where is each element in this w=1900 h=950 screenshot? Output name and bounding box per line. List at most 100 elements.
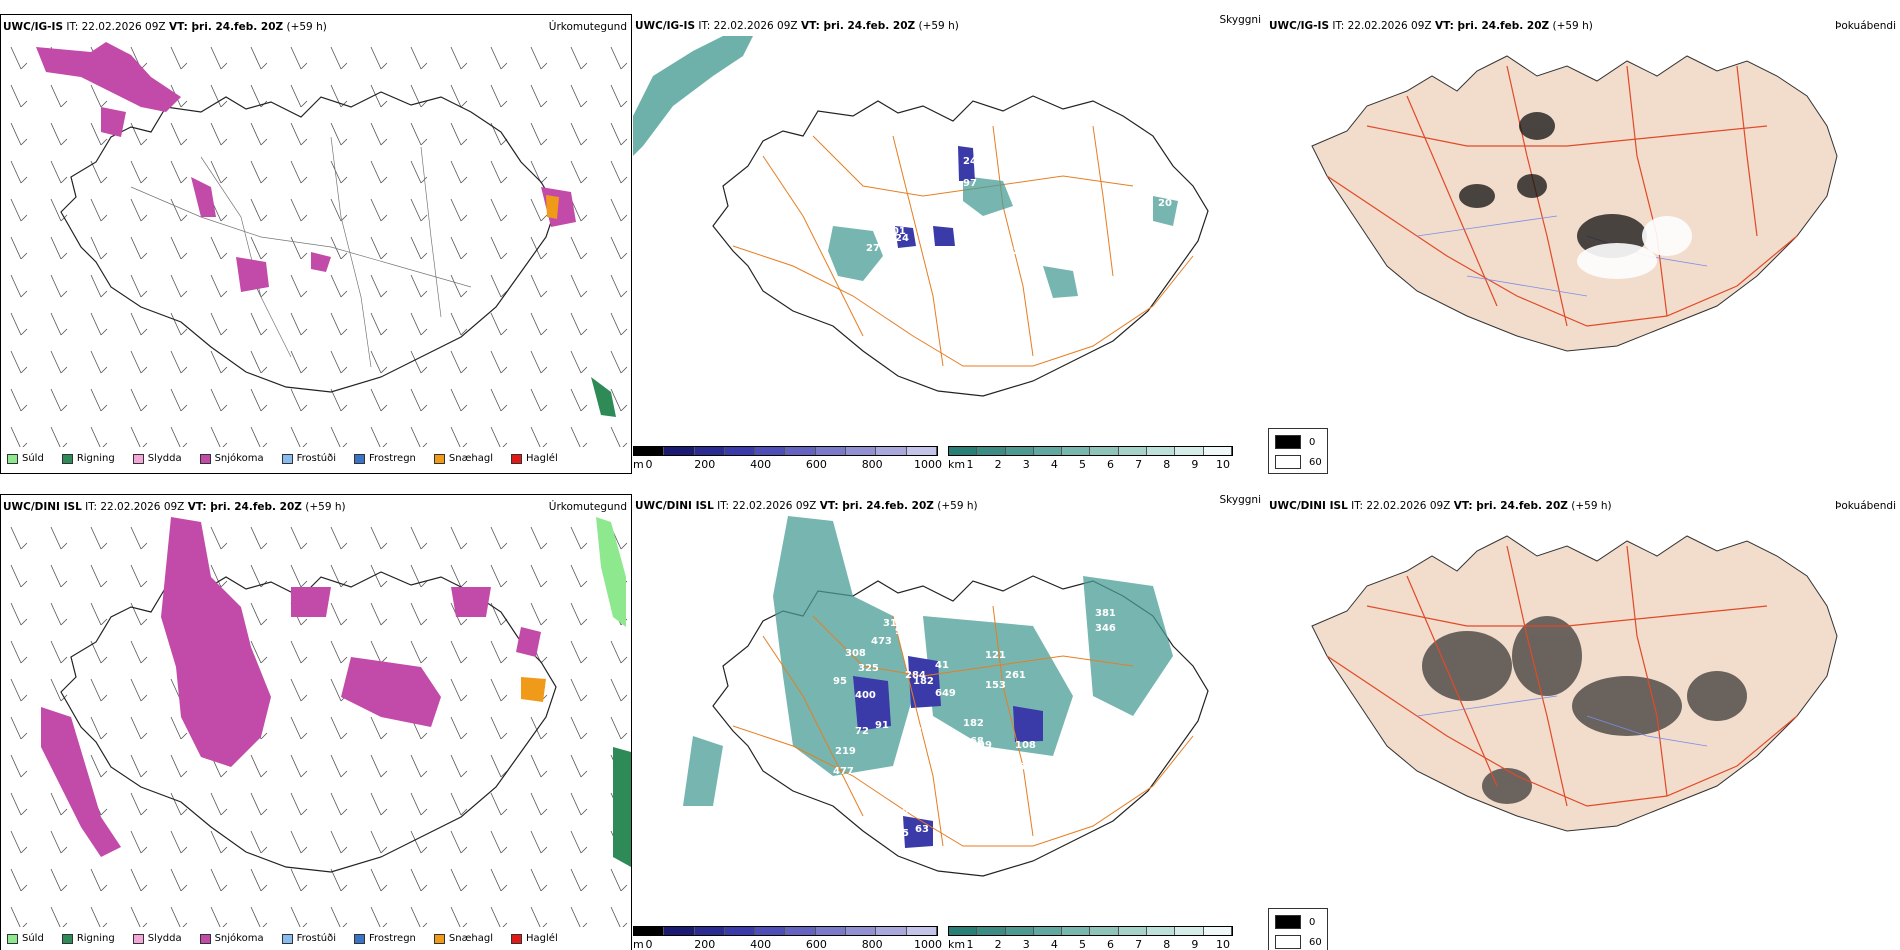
wind-barb xyxy=(290,526,308,550)
wind-barb xyxy=(370,46,388,70)
wind-barb xyxy=(450,388,468,412)
wind-barb xyxy=(490,312,508,336)
iceland-land xyxy=(1311,535,1838,832)
wind-barb xyxy=(170,46,188,70)
legend-label: Frostregn xyxy=(369,453,416,464)
wind-barb xyxy=(50,906,68,927)
cloud-base-label: 108 xyxy=(1015,740,1036,751)
wind-barb xyxy=(170,388,188,412)
wind-barb xyxy=(370,388,388,412)
colorbar-segment xyxy=(1118,927,1148,935)
panel-header: UWC/DINI ISL IT: 22.02.2026 09Z VT: þri.… xyxy=(635,494,1261,513)
iceland-land xyxy=(1311,55,1838,352)
wind-barb xyxy=(170,274,188,298)
wind-barb xyxy=(250,350,268,374)
wind-barb xyxy=(610,274,628,298)
colorbar-segment xyxy=(724,447,756,455)
cloud-base-label: 84 xyxy=(915,726,929,737)
fog-indicator-panel: UWC/DINI ISL IT: 22.02.2026 09Z VT: þri.… xyxy=(1267,494,1900,950)
colorbar-segment xyxy=(949,447,978,455)
legend-swatch xyxy=(7,934,18,944)
variable-name: Þokuábendi xyxy=(1835,500,1896,512)
wind-barb xyxy=(290,350,308,374)
legend-swatch xyxy=(511,934,523,944)
wind-barb xyxy=(90,602,108,626)
colorbar-segment xyxy=(1033,927,1063,935)
colorbar-tick-label: 3 xyxy=(1022,458,1030,471)
wind-barb xyxy=(570,274,588,298)
wind-barb xyxy=(90,122,108,146)
shadow-max-label: 60 xyxy=(1309,456,1322,468)
colorbar-segment xyxy=(694,447,725,455)
wind-barb xyxy=(530,426,548,447)
legend-swatch xyxy=(281,454,293,464)
low-cloud-base-areas xyxy=(895,146,975,248)
valid-time: VT: þri. 24.feb. 20Z xyxy=(1453,500,1568,512)
wind-barb xyxy=(50,602,68,626)
cloud-base-label: 97 xyxy=(963,178,977,189)
panel-header: UWC/IG-IS IT: 22.02.2026 09Z VT: þri. 24… xyxy=(3,20,627,34)
legend-label: Snæhagl xyxy=(448,453,494,464)
wind-barb xyxy=(410,122,428,146)
legend-swatch xyxy=(61,454,73,464)
wind-barb xyxy=(250,830,268,854)
rain-area xyxy=(613,747,631,867)
wind-barb xyxy=(450,274,468,298)
wind-barb xyxy=(50,426,68,447)
wind-barb xyxy=(410,160,428,184)
legend-item: Rigning xyxy=(61,931,125,947)
colorbar-tick-label: 10 xyxy=(1216,458,1230,471)
wind-barb xyxy=(410,564,428,588)
wind-barb xyxy=(290,754,308,778)
wind-barb xyxy=(90,274,108,298)
wind-barbs xyxy=(10,46,628,447)
colorbar-segment xyxy=(1203,927,1232,935)
road-network xyxy=(732,605,1194,847)
wind-barb xyxy=(290,274,308,298)
visibility-panel: UWC/IG-IS IT: 22.02.2026 09Z VT: þri. 24… xyxy=(633,14,1265,474)
legend-item: Haglél xyxy=(511,931,568,947)
wind-barb xyxy=(490,716,508,740)
wind-barb xyxy=(610,84,628,108)
wind-barb xyxy=(290,312,308,336)
wind-barb xyxy=(250,792,268,816)
wind-barb xyxy=(90,564,108,588)
legend-item: Haglél xyxy=(511,451,568,467)
visibility-colorbar: km 1 2 3 4 5 6 7 8 9 10 xyxy=(948,446,1233,472)
legend-swatch xyxy=(61,934,73,944)
wind-barb xyxy=(250,236,268,260)
wind-barb xyxy=(90,868,108,892)
colorbar-tick-label: 5 xyxy=(1078,938,1086,950)
snow-pellet-area xyxy=(521,677,546,702)
legend-label: Rigning xyxy=(76,453,115,464)
colorbar-segment xyxy=(1175,927,1204,935)
wind-barb xyxy=(290,198,308,222)
colorbar-tick-label: 10 xyxy=(1216,938,1230,950)
wind-barb xyxy=(570,426,588,447)
wind-barb xyxy=(530,388,548,412)
cloud-base-label: 45 xyxy=(895,828,909,839)
cloud-base-strip xyxy=(633,926,938,936)
wind-barb xyxy=(410,868,428,892)
wind-barb xyxy=(490,426,508,447)
wind-barb xyxy=(210,906,228,927)
wind-barb xyxy=(90,236,108,260)
colorbar-tick-label: 600 xyxy=(805,458,827,471)
wind-barb xyxy=(290,160,308,184)
visibility-unit: km xyxy=(948,938,966,950)
wind-barb xyxy=(530,274,548,298)
cloud-base-colorbar: m 0 200 400 600 800 1000 xyxy=(633,926,942,950)
wind-barb xyxy=(490,526,508,550)
legend-swatch xyxy=(199,934,211,944)
legend-swatch xyxy=(281,934,293,944)
wind-barb xyxy=(130,678,148,702)
valid-time: VT: þri. 24.feb. 20Z xyxy=(1434,20,1550,32)
wind-barb xyxy=(50,350,68,374)
cloud-base-label: 20 xyxy=(1043,250,1057,261)
shadow-swatch-max xyxy=(1275,935,1301,949)
legend-swatch xyxy=(433,454,445,464)
wind-barb xyxy=(330,160,348,184)
wind-barb xyxy=(50,236,68,260)
